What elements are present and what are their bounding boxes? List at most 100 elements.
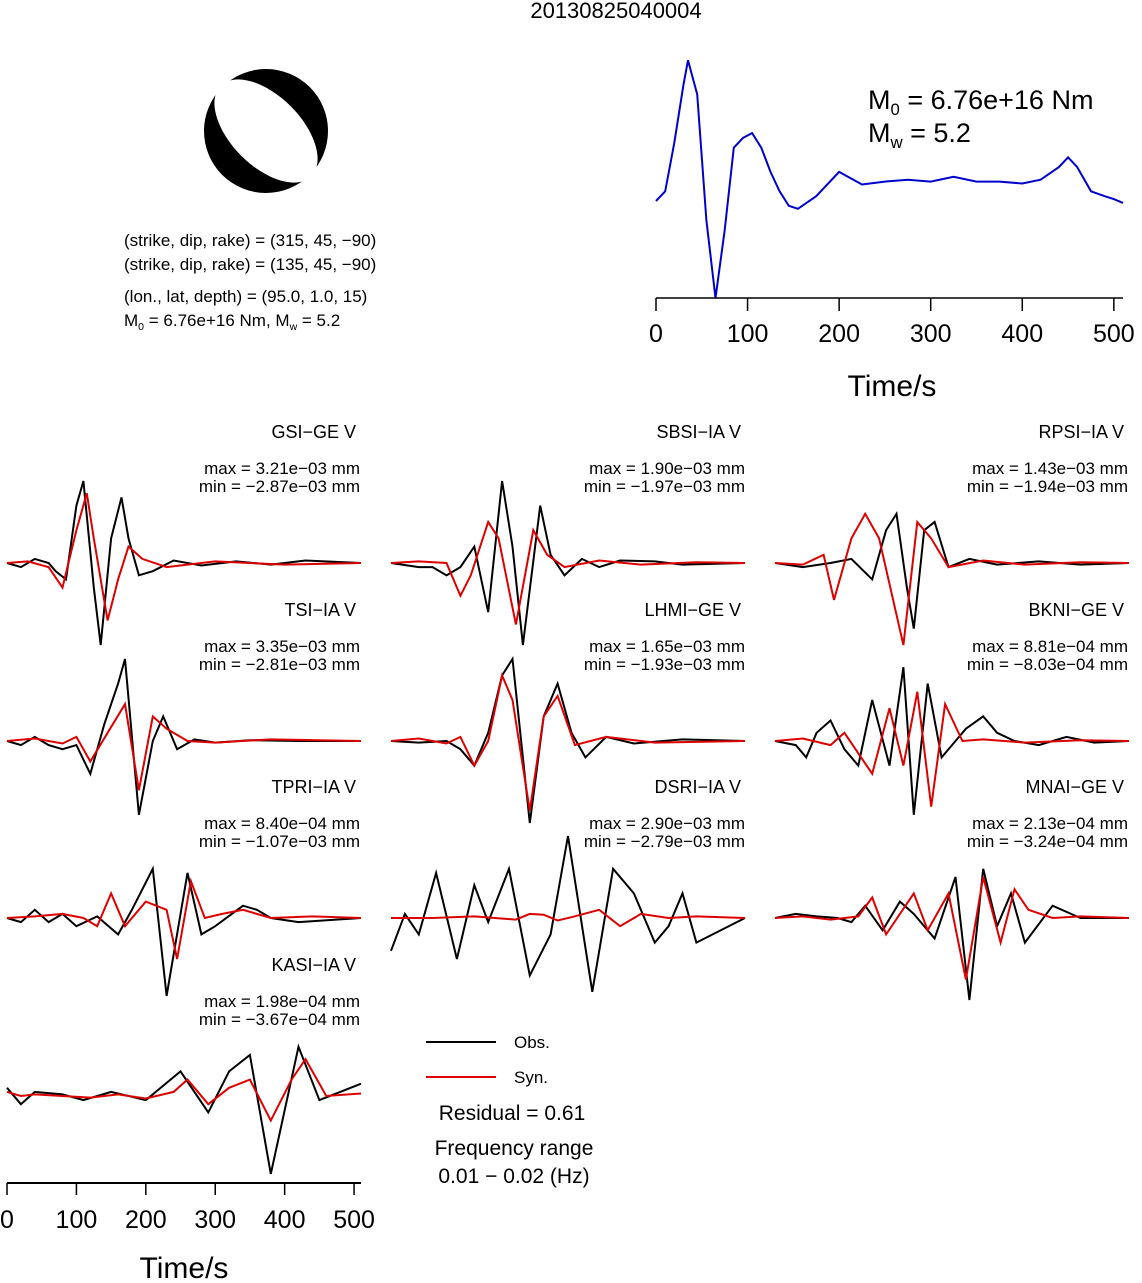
mw-value: = 5.2	[297, 311, 341, 330]
station-max: max = 3.21e−03 mm	[204, 459, 360, 478]
observed-trace	[390, 480, 746, 646]
waveform-time-axis: 0 100 200 300 400 500 Time/s	[0, 1182, 375, 1283]
legend-syn-label: Syn.	[514, 1068, 548, 1087]
observed-trace	[6, 480, 362, 646]
synthetic-trace	[6, 701, 362, 791]
observed-trace	[774, 868, 1129, 1001]
station-min: min = −8.03e−04 mm	[967, 655, 1128, 674]
mw-big-label: Mw = 5.2	[868, 118, 971, 151]
time-axis-tick-label: 500	[333, 1206, 375, 1234]
mw-big-subscript: w	[890, 132, 903, 152]
m0-big-label: M0 = 6.76e+16 Nm	[868, 85, 1094, 118]
residual-text: Residual = 0.61	[439, 1102, 586, 1125]
station-label: GSI−GE V	[271, 422, 356, 442]
m0-value: = 6.76e+16 Nm,	[144, 311, 276, 330]
synthetic-trace	[391, 908, 746, 928]
m0-subscript: 0	[138, 320, 145, 333]
station-max: max = 2.90e−03 mm	[589, 814, 745, 833]
station-label: SBSI−IA V	[656, 422, 741, 442]
station-label: DSRI−IA V	[654, 777, 741, 797]
stf-panel: 0 100 200 300 400 500 Time/s	[649, 60, 1135, 403]
mw-subscript: w	[289, 320, 298, 333]
time-axis-tick-label: 300	[194, 1206, 236, 1234]
synthetic-trace	[6, 1057, 362, 1123]
station-min: min = −3.67e−04 mm	[199, 1010, 360, 1029]
station-max: max = 3.35e−03 mm	[204, 637, 360, 656]
station-label: KASI−IA V	[271, 955, 356, 975]
stf-tick-label: 500	[1093, 320, 1135, 348]
time-axis-label: Time/s	[140, 1252, 229, 1283]
time-axis-tick-label: 0	[0, 1206, 14, 1234]
station-max: max = 1.90e−03 mm	[589, 459, 745, 478]
stf-tick-label: 100	[727, 320, 769, 348]
beachball-white-lobe	[214, 79, 318, 183]
beachball	[204, 69, 328, 193]
nodal-plane-1-value: (315, 45, −90)	[269, 231, 377, 250]
mw-big-value: = 5.2	[902, 118, 971, 148]
frequency-range-title: Frequency range	[435, 1137, 594, 1160]
station-min: min = −2.81e−03 mm	[199, 655, 360, 674]
m0-big-value: = 6.76e+16 Nm	[899, 85, 1094, 115]
synthetic-trace	[390, 519, 746, 625]
synthetic-trace	[6, 493, 362, 621]
time-axis-tick-label: 100	[56, 1206, 98, 1234]
station-min: min = −1.94e−03 mm	[967, 477, 1128, 496]
synthetic-trace	[774, 511, 1130, 646]
station-min: min = −1.97e−03 mm	[584, 477, 745, 496]
station-label: LHMI−GE V	[644, 600, 741, 620]
stf-tick-label: 200	[818, 320, 860, 348]
station-min: min = −3.24e−04 mm	[967, 832, 1128, 851]
legend-obs-label: Obs.	[514, 1033, 550, 1052]
nodal-plane-2-label: (strike, dip, rake) =	[124, 255, 270, 274]
observed-trace	[6, 1043, 362, 1175]
observed-trace	[390, 656, 746, 824]
m0-big-symbol: M	[868, 85, 891, 115]
frequency-range-value: 0.01 − 0.02 (Hz)	[438, 1165, 589, 1188]
station-min: min = −1.93e−03 mm	[584, 655, 745, 674]
nodal-plane-2-value: (135, 45, −90)	[269, 255, 377, 274]
synthetic-trace	[390, 672, 746, 811]
station-label: RPSI−IA V	[1038, 422, 1124, 442]
time-axis-tick-label: 400	[264, 1206, 306, 1234]
station-max: max = 1.98e−04 mm	[204, 992, 360, 1011]
location-value: (95.0, 1.0, 15)	[261, 287, 368, 306]
station-label: MNAI−GE V	[1025, 777, 1124, 797]
station-label: BKNI−GE V	[1028, 600, 1124, 620]
synthetic-trace	[6, 877, 362, 960]
station-max: max = 8.40e−04 mm	[204, 814, 360, 833]
stf-xlabel: Time/s	[848, 370, 937, 403]
stf-line	[655, 60, 1124, 299]
station-min: min = −2.79e−03 mm	[584, 832, 745, 851]
mw-big-symbol: M	[868, 118, 891, 148]
observed-trace	[6, 865, 362, 997]
station-max: max = 8.81e−04 mm	[972, 637, 1128, 656]
observed-trace	[774, 667, 1130, 815]
mw-symbol: M	[275, 311, 290, 330]
location-label: (lon., lat, depth) =	[124, 287, 262, 306]
nodal-plane-1: (strike, dip, rake) = (315, 45, −90)	[124, 232, 376, 249]
location-line: (lon., lat, depth) = (95.0, 1.0, 15)	[124, 288, 367, 305]
station-min: min = −1.07e−03 mm	[199, 832, 360, 851]
station-max: max = 1.43e−03 mm	[972, 459, 1128, 478]
station-label: TPRI−IA V	[271, 777, 356, 797]
synthetic-trace	[774, 691, 1130, 807]
synthetic-trace	[774, 876, 1130, 980]
legend: Obs. Syn.	[426, 1033, 550, 1087]
time-axis-tick-label: 200	[125, 1206, 167, 1234]
station-min: min = −2.87e−03 mm	[199, 477, 360, 496]
moment-line: M0 = 6.76e+16 Nm, Mw = 5.2	[124, 311, 341, 332]
station-max: max = 1.65e−03 mm	[589, 637, 745, 656]
m0-big-subscript: 0	[890, 99, 900, 119]
observed-trace	[390, 835, 746, 992]
stf-tick-label: 0	[649, 320, 663, 348]
